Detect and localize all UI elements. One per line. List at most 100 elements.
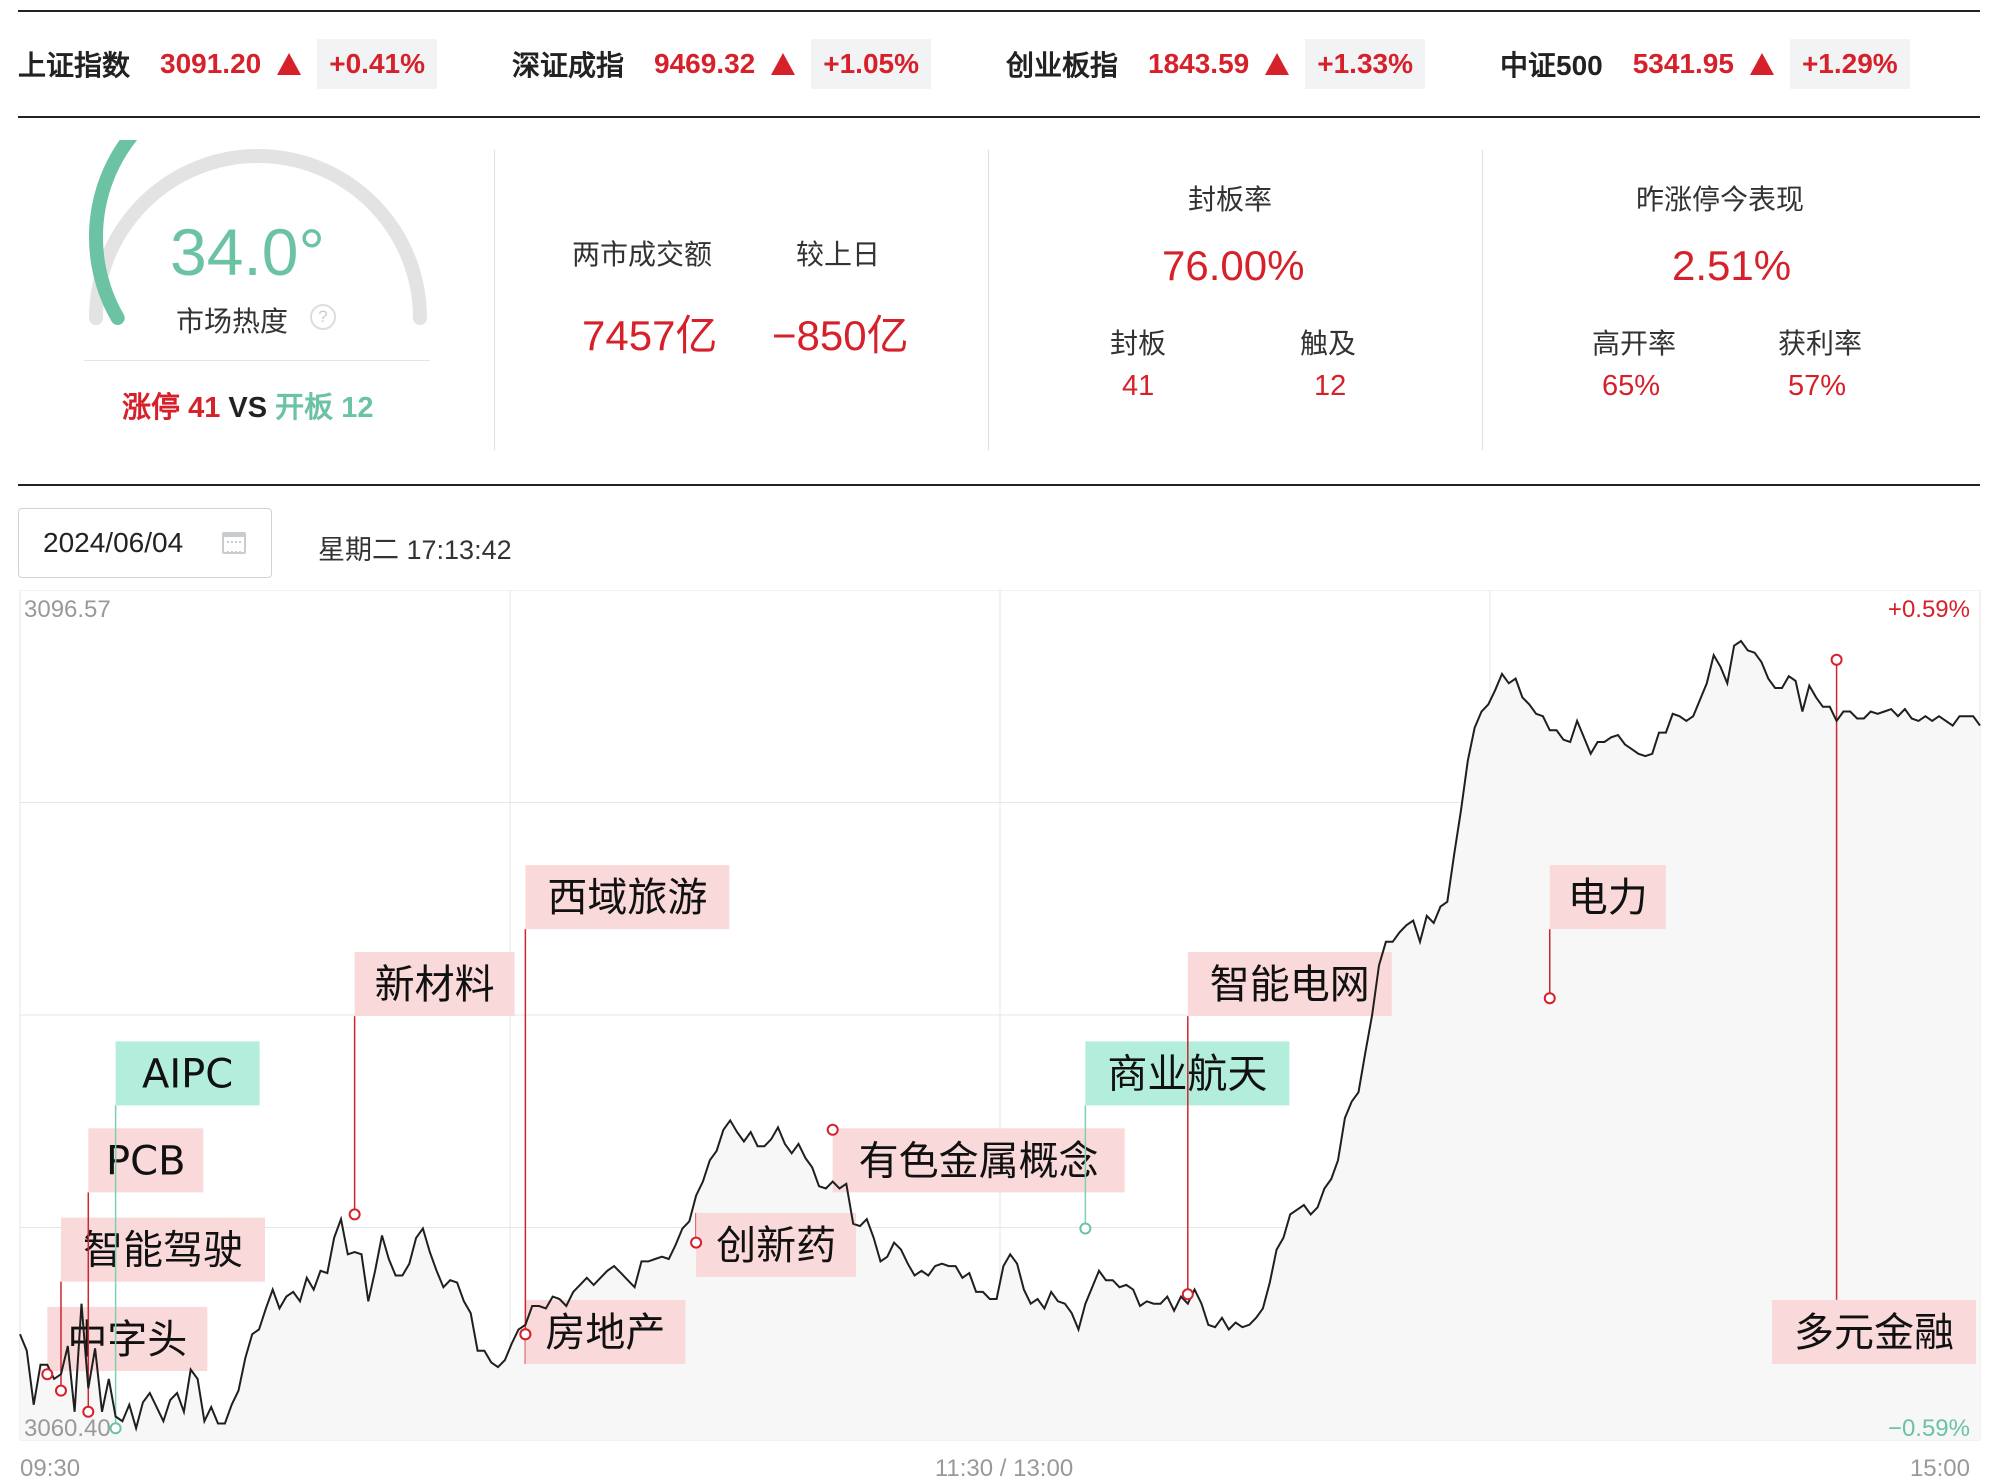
annotation-marker <box>1181 1288 1194 1301</box>
annotation-label: 智能电网 <box>1210 962 1370 1008</box>
touched-label: 触及 <box>1300 328 1357 359</box>
annotation-label: PCB <box>106 1138 186 1184</box>
yesterday-limit-title: 昨涨停今表现 <box>1636 184 1805 215</box>
index-change: +1.33% <box>1305 39 1425 89</box>
seal-rate-value: 76.00% <box>1162 242 1305 289</box>
limit-up-label: 涨停 <box>122 392 181 424</box>
index-ticker-csi500[interactable]: 中证500 5341.95 +1.29% <box>1500 34 1910 94</box>
y-tick-top: 3096.57 <box>24 596 111 623</box>
yesterday-limit-value: 2.51% <box>1672 242 1792 289</box>
divider <box>18 484 1980 486</box>
index-ticker-shenzhen[interactable]: 深证成指 9469.32 +1.05% <box>512 34 931 94</box>
annotation-label-box[interactable] <box>525 865 730 930</box>
index-change: +1.05% <box>811 39 931 89</box>
index-ticker-chinext[interactable]: 创业板指 1843.59 +1.33% <box>1006 34 1425 94</box>
up-arrow-icon <box>1749 53 1774 75</box>
panel-divider <box>494 150 495 450</box>
index-name: 创业板指 <box>1006 50 1119 81</box>
turnover-compare-value: −850亿 <box>772 312 909 359</box>
annotation-marker <box>1543 992 1556 1005</box>
annotation-label-box[interactable] <box>525 1299 686 1364</box>
index-ticker-bar: 上证指数 3091.20 +0.41% 深证成指 9469.32 +1.05% … <box>18 34 1980 94</box>
annotation-label-box[interactable] <box>47 1306 208 1371</box>
up-arrow-icon <box>771 53 796 75</box>
annotation-label: 房地产 <box>545 1310 665 1356</box>
gauge-track <box>89 149 427 325</box>
seal-rate-title: 封板率 <box>1188 184 1273 215</box>
annotation-marker <box>519 1328 532 1341</box>
annotation-label-box[interactable] <box>832 1128 1125 1193</box>
annotation-label: 西域旅游 <box>547 875 707 921</box>
index-price: 3091.20 <box>160 48 262 79</box>
annotation-marker <box>348 1208 361 1221</box>
annotation-marker <box>54 1384 67 1397</box>
sealed-value: 41 <box>1122 370 1155 402</box>
annotation-label-box[interactable] <box>696 1212 857 1277</box>
heat-label: 市场热度 <box>176 306 289 337</box>
high-open-label: 高开率 <box>1592 328 1677 359</box>
annotation-label-box[interactable] <box>1772 1299 1976 1364</box>
open-board-label: 开板 <box>275 392 334 424</box>
panel-divider <box>988 150 989 450</box>
limit-vs-open: 涨停 41 VS 开板 12 <box>122 384 374 426</box>
divider <box>84 360 430 361</box>
annotation-label: 电力 <box>1568 875 1648 921</box>
profit-label: 获利率 <box>1778 328 1863 359</box>
annotation-marker <box>826 1123 839 1136</box>
annotation-label: 新材料 <box>375 962 495 1008</box>
turnover-label: 两市成交额 <box>572 239 713 270</box>
annotation-label: 创新药 <box>716 1223 836 1269</box>
annotation-label: 多元金融 <box>1794 1310 1954 1356</box>
up-arrow-icon <box>1265 53 1290 75</box>
touched-value: 12 <box>1314 370 1347 402</box>
annotation-marker <box>1079 1222 1092 1235</box>
annotation-label: 智能驾驶 <box>83 1228 243 1274</box>
annotation-label-box[interactable] <box>1549 865 1666 930</box>
annotation-marker <box>109 1422 122 1435</box>
annotation-label: 有色金属概念 <box>859 1138 1099 1184</box>
calendar-icon[interactable] <box>222 532 246 554</box>
pct-tick-top: +0.59% <box>1888 596 1970 623</box>
open-board-count: 12 <box>341 392 374 424</box>
index-price: 9469.32 <box>654 48 756 79</box>
index-price: 1843.59 <box>1148 48 1250 79</box>
annotation-label-box[interactable] <box>1187 952 1392 1017</box>
annotation-marker <box>690 1236 703 1249</box>
annotation-label: AIPC <box>142 1051 233 1097</box>
annotation-label-box[interactable] <box>60 1217 265 1282</box>
turnover-compare-label: 较上日 <box>796 239 881 270</box>
annotation-label-box[interactable] <box>115 1041 260 1106</box>
weekday-time: 星期二 17:13:42 <box>318 535 512 565</box>
sealed-label: 封板 <box>1110 328 1167 359</box>
price-area-fill <box>20 641 1980 1440</box>
annotation-marker <box>1830 653 1843 666</box>
intraday-chart[interactable]: 中字头智能驾驶PCBAIPC新材料房地产西域旅游创新药有色金属概念商业航天智能电… <box>0 590 1996 1484</box>
top-rule <box>18 10 1980 12</box>
turnover-value: 7457亿 <box>582 312 718 359</box>
y-tick-bottom: 3060.40 <box>24 1415 111 1442</box>
annotation-label-box[interactable] <box>354 952 515 1017</box>
annotation-label-box[interactable] <box>88 1128 204 1193</box>
pct-tick-bottom: −0.59% <box>1888 1415 1970 1442</box>
x-tick-close: 15:00 <box>1910 1455 1970 1482</box>
annotation-marker <box>82 1405 95 1418</box>
index-name: 深证成指 <box>512 50 625 81</box>
index-change: +1.29% <box>1789 39 1910 89</box>
index-name: 中证500 <box>1500 50 1603 81</box>
profit-value: 57% <box>1788 370 1847 402</box>
high-open-value: 65% <box>1602 370 1661 402</box>
question-circle-icon[interactable]: ? <box>310 304 336 330</box>
index-ticker-shanghai[interactable]: 上证指数 3091.20 +0.41% <box>18 34 437 94</box>
panel-divider <box>1482 150 1483 450</box>
index-name: 上证指数 <box>18 50 131 81</box>
x-tick-midday: 11:30 / 13:00 <box>935 1455 1073 1482</box>
up-arrow-icon <box>277 53 302 75</box>
annotation-label: 中字头 <box>67 1317 187 1363</box>
index-change: +0.41% <box>317 39 437 89</box>
heat-value: 34.0° <box>170 215 325 289</box>
date-picker[interactable]: 2024/06/04 <box>18 508 272 578</box>
index-price: 5341.95 <box>1632 48 1734 79</box>
price-line <box>19 639 1981 1432</box>
divider <box>18 116 1980 118</box>
limit-up-count: 41 <box>188 392 221 424</box>
